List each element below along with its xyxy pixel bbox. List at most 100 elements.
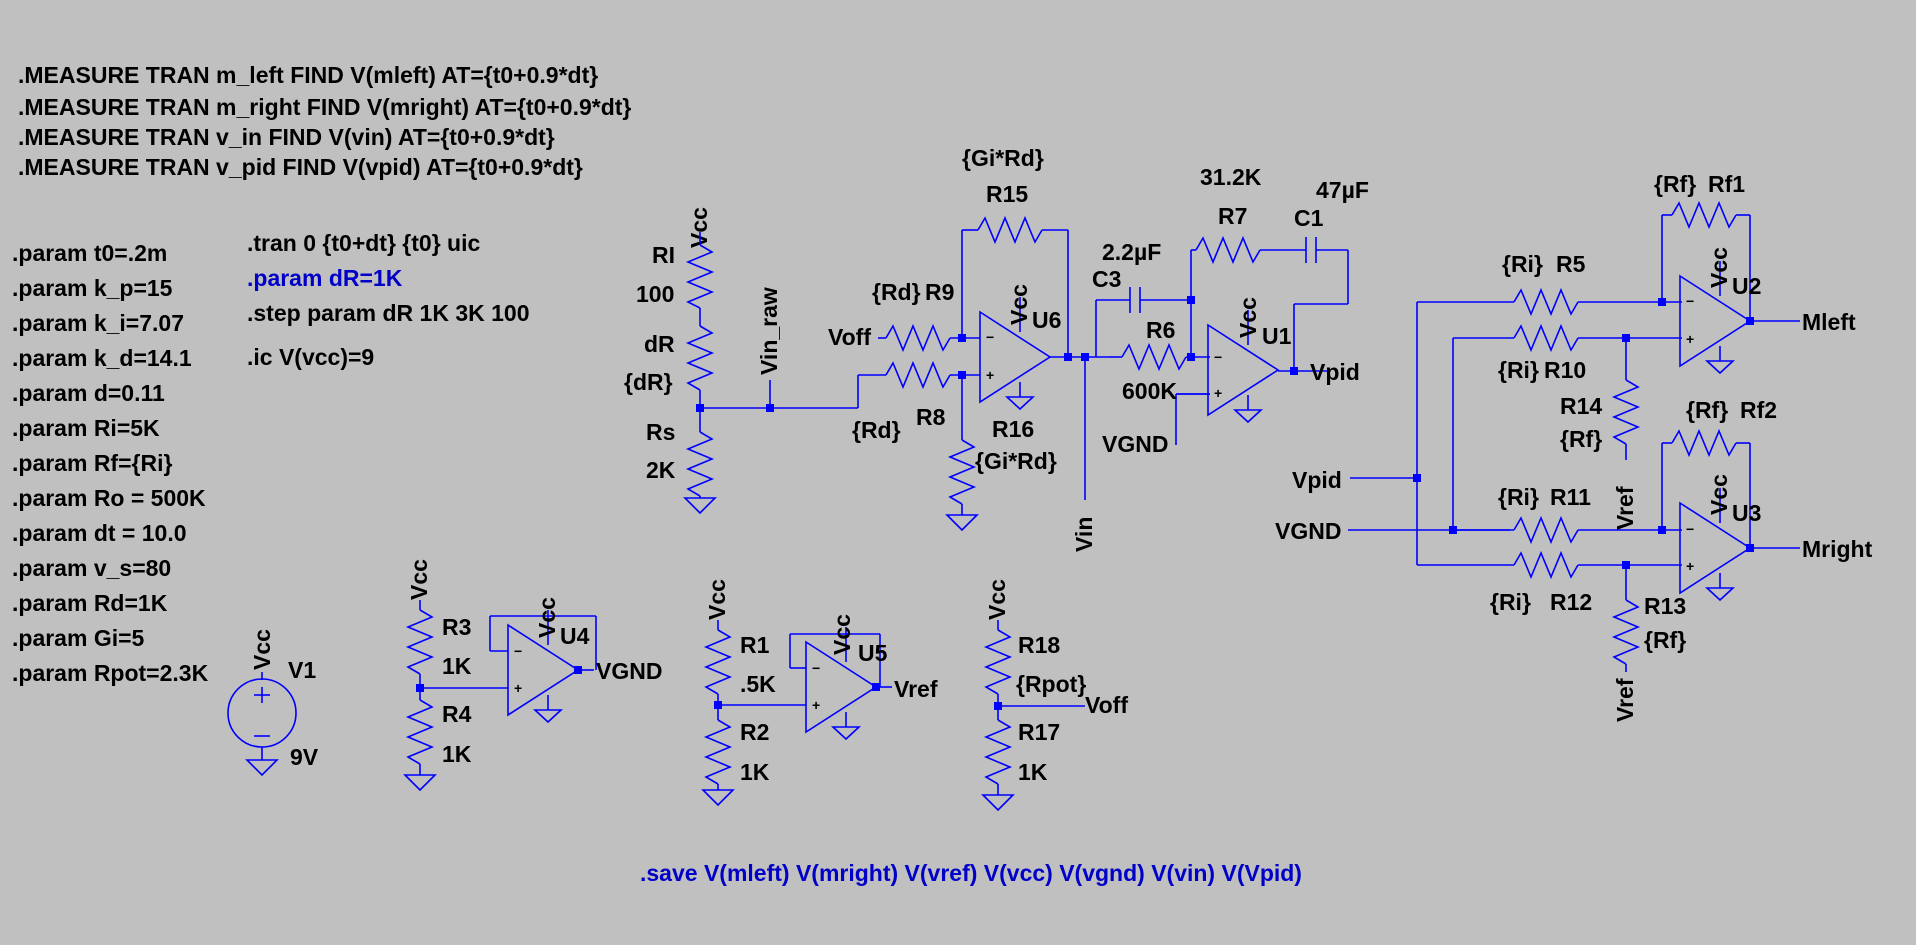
RI-name: RI	[652, 242, 675, 268]
resistor-R1	[703, 629, 733, 695]
measure-line: .MEASURE TRAN v_in FIND V(vin) AT={t0+0.…	[18, 124, 555, 150]
param-line: .param dt = 10.0	[12, 520, 187, 546]
difference-amp-u6: Voff − + Vcc U6 {Gi*Rd} R15 {Rd} R9 {Rd}…	[828, 145, 1110, 552]
R10-name: R10	[1544, 357, 1586, 383]
param-line: .param k_d=14.1	[12, 345, 192, 371]
Rs-name: Rs	[646, 419, 675, 445]
Rf1-name: Rf1	[1708, 171, 1745, 197]
R11-value: {Ri}	[1498, 484, 1539, 510]
svg-text:+: +	[514, 680, 522, 696]
tran-directive: .tran 0 {t0+dt} {t0} uic	[247, 230, 480, 256]
resistor-R9	[885, 323, 951, 353]
measure-line: .MEASURE TRAN m_right FIND V(mright) AT=…	[18, 94, 631, 120]
net-label-vcc: Vcc	[406, 559, 432, 600]
net-label-voff-out: Voff	[1085, 692, 1128, 718]
R4-value: 1K	[442, 741, 472, 767]
vref-buffer-u5: Vcc − + Vref Vcc U5 R1 .5K R2 1K	[702, 579, 938, 806]
svg-text:−: −	[812, 660, 820, 676]
resistor-RI	[685, 244, 715, 309]
R5-value: {Ri}	[1502, 251, 1543, 277]
measure-directives: .MEASURE TRAN m_left FIND V(mleft) AT={t…	[18, 62, 631, 180]
net-label-vgnd-u4: VGND	[596, 658, 662, 684]
C1-value: 47µF	[1316, 177, 1369, 203]
net-label-mright: Mright	[1802, 536, 1873, 562]
C3-value: 2.2µF	[1102, 239, 1161, 265]
Rf2-value: {Rf}	[1686, 397, 1728, 423]
output-stages: Vpid VGND Vref − + Mleft Vcc U2 {Rf} Rf	[1275, 171, 1873, 722]
R14-name: R14	[1560, 393, 1602, 419]
param-line: .param Rd=1K	[12, 590, 168, 616]
svg-text:−: −	[514, 643, 522, 659]
R15-value: {Gi*Rd}	[962, 145, 1044, 171]
resistor-dR	[685, 325, 715, 391]
R3-name: R3	[442, 614, 471, 640]
R7-name: R7	[1218, 203, 1247, 229]
resistor-R17	[983, 719, 1013, 785]
param-line: .param Rpot=2.3K	[12, 660, 209, 686]
net-label-vcc: Vcc	[704, 579, 730, 620]
R3-value: 1K	[442, 653, 472, 679]
resistor-R5	[1513, 287, 1579, 317]
R13-value: {Rf}	[1644, 627, 1686, 653]
net-label-vgnd-in: VGND	[1275, 518, 1341, 544]
V1-name: V1	[288, 657, 316, 683]
param-dr-directive: .param dR=1K	[247, 265, 403, 291]
R18-value: {Rpot}	[1016, 671, 1086, 697]
resistor-Rf1	[1671, 200, 1737, 230]
U4-name: U4	[560, 623, 590, 649]
supply-v1: Vcc V1 9V	[227, 629, 319, 776]
net-label-vgnd-u1: VGND	[1102, 431, 1168, 457]
R15-name: R15	[986, 181, 1028, 207]
net-label-vin-raw: Vin_raw	[756, 287, 782, 375]
net-label-voff: Voff	[828, 324, 871, 350]
param-line: .param Gi=5	[12, 625, 145, 651]
R17-name: R17	[1018, 719, 1060, 745]
R17-value: 1K	[1018, 759, 1048, 785]
resistor-R8	[885, 360, 951, 390]
step-directive: .step param dR 1K 3K 100	[247, 300, 530, 326]
net-label-mleft: Mleft	[1802, 309, 1856, 335]
svg-text:+: +	[1686, 331, 1694, 347]
resistor-R11	[1513, 515, 1579, 545]
U3-name: U3	[1732, 500, 1761, 526]
opamp-vcc-label: Vcc	[534, 597, 560, 638]
net-label-vref-u5: Vref	[894, 676, 938, 702]
R16-name: R16	[992, 416, 1034, 442]
R11-name: R11	[1550, 484, 1591, 510]
param-line: .param d=0.11	[12, 380, 165, 406]
resistor-R3	[405, 609, 435, 675]
R9-value: {Rd}	[872, 279, 921, 305]
measure-line: .MEASURE TRAN v_pid FIND V(vpid) AT={t0+…	[18, 154, 583, 180]
V1-value: 9V	[290, 744, 319, 770]
net-label-vin: Vin	[1071, 517, 1097, 552]
R1-value: .5K	[740, 671, 776, 697]
opamp-vcc-label: Vcc	[1235, 297, 1261, 338]
dR-name: dR	[644, 331, 675, 357]
C3-name: C3	[1092, 266, 1121, 292]
net-label-vpid-in: Vpid	[1292, 467, 1342, 493]
param-line: .param k_p=15	[12, 275, 173, 301]
resistor-R6	[1121, 342, 1187, 372]
resistor-R15	[977, 215, 1043, 245]
RI-value: 100	[636, 281, 674, 307]
R8-value: {Rd}	[852, 417, 901, 443]
R2-name: R2	[740, 719, 769, 745]
opamp-vcc-label: Vcc	[1706, 247, 1732, 288]
R12-name: R12	[1550, 589, 1592, 615]
resistor-R4	[405, 699, 435, 765]
svg-text:−: −	[1214, 349, 1222, 365]
Rs-value: 2K	[646, 457, 676, 483]
resistor-R13	[1611, 599, 1641, 665]
R16-value: {Gi*Rd}	[975, 448, 1057, 474]
net-label-vref-r14: Vref	[1612, 486, 1638, 530]
R13-name: R13	[1644, 593, 1686, 619]
resistor-R2	[703, 719, 733, 785]
param-line: .param Ri=5K	[12, 415, 160, 441]
svg-text:−: −	[1686, 293, 1694, 309]
R18-name: R18	[1018, 632, 1060, 658]
ic-directive: .ic V(vcc)=9	[247, 344, 374, 370]
save-directive: .save V(mleft) V(mright) V(vref) V(vcc) …	[640, 860, 1302, 886]
param-line: .param t0=.2m	[12, 240, 167, 266]
R1-name: R1	[740, 632, 770, 658]
